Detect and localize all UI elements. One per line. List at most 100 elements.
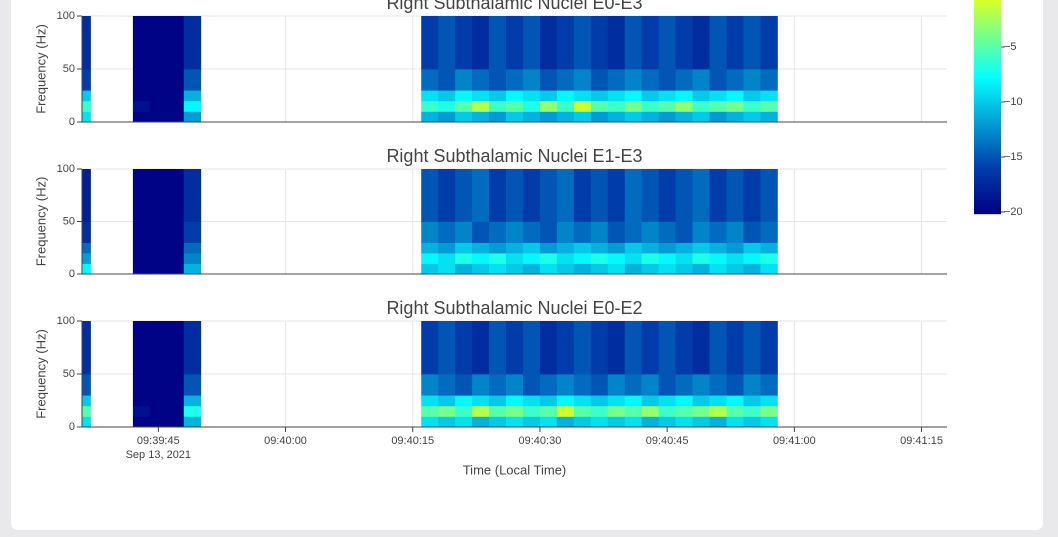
heatmap-cell — [743, 416, 761, 428]
heatmap-cell — [624, 16, 643, 70]
heatmap-cell — [573, 242, 592, 254]
heatmap-cell — [573, 405, 592, 417]
heatmap-cell — [421, 253, 439, 264]
heatmap-cell — [658, 395, 677, 407]
heatmap-cell — [641, 221, 660, 243]
heatmap-cell — [760, 69, 778, 91]
heatmap-cell — [675, 374, 693, 396]
heatmap-cell — [760, 242, 778, 254]
heatmap-cell — [82, 395, 91, 407]
heatmap-cell — [472, 374, 490, 396]
heatmap-cell — [760, 90, 778, 102]
heatmap-cell — [590, 253, 609, 264]
heatmap-cell — [590, 16, 609, 70]
heatmap-cell — [421, 169, 439, 222]
heatmap-cell — [506, 111, 524, 123]
heatmap-cell — [726, 263, 744, 275]
heatmap-cell — [506, 69, 524, 91]
heatmap-cell — [539, 416, 558, 428]
heatmap-cell — [472, 100, 490, 112]
heatmap-cell — [82, 374, 91, 396]
heatmap-cell — [506, 416, 524, 428]
heatmap-cell — [624, 416, 643, 428]
x-tick-label: 09:40:30 — [519, 435, 562, 447]
heatmap-cell — [421, 16, 439, 70]
heatmap-cell — [166, 395, 185, 407]
heatmap-cell — [455, 90, 473, 102]
heatmap-cell — [438, 111, 456, 123]
heatmap-cell — [455, 69, 473, 91]
heatmap-cell — [607, 416, 626, 428]
heatmap-cell — [641, 416, 660, 428]
heatmap-cell — [743, 263, 761, 275]
colorbar-tick-label: −15 — [1004, 151, 1023, 163]
heatmap-cell — [556, 253, 575, 264]
heatmap-cell — [709, 395, 727, 407]
heatmap-cell — [522, 242, 541, 254]
heatmap-cell — [472, 90, 490, 102]
heatmap-cell — [132, 16, 151, 70]
heatmap-cell — [726, 16, 744, 70]
heatmap-cell — [539, 111, 558, 123]
heatmap-cell — [692, 111, 710, 123]
heatmap-cell — [421, 374, 439, 396]
heatmap-cell — [743, 242, 761, 254]
heatmap-cell — [183, 416, 202, 428]
heatmap-cell — [506, 169, 524, 222]
heatmap-cell — [760, 169, 778, 222]
heatmap-cell — [82, 405, 91, 417]
heatmap-cell — [472, 416, 490, 428]
heatmap-cell — [539, 100, 558, 112]
heatmap-cell — [556, 69, 575, 91]
heatmap-cell — [590, 374, 609, 396]
heatmap-cell — [82, 90, 91, 102]
heatmap-cell — [421, 69, 439, 91]
heatmap-cell — [489, 253, 507, 264]
heatmap-cell — [709, 374, 727, 396]
x-tick-label: 09:40:45 — [646, 435, 689, 447]
heatmap-cell — [590, 395, 609, 407]
heatmap-cell — [132, 374, 151, 396]
heatmap-cell — [421, 111, 439, 123]
x-tick-label: 09:40:15 — [391, 435, 434, 447]
heatmap-cell — [658, 263, 677, 275]
heatmap-cell — [607, 90, 626, 102]
heatmap-cell — [149, 253, 168, 264]
heatmap-cell — [760, 16, 778, 70]
heatmap-cell — [522, 321, 541, 375]
heatmap-cell — [539, 263, 558, 275]
heatmap-cell — [82, 169, 91, 222]
heatmap-cell — [149, 100, 168, 112]
heatmap-cell — [132, 416, 151, 428]
heatmap-cell — [726, 374, 744, 396]
heatmap-cell — [183, 16, 202, 70]
heatmap-cell — [760, 321, 778, 375]
heatmap-cell — [760, 111, 778, 123]
heatmap-cell — [760, 253, 778, 264]
heatmap-cell — [489, 16, 507, 70]
chart-title: Right Subthalamic Nuclei E0-E2 — [386, 298, 642, 318]
heatmap-cell — [658, 416, 677, 428]
heatmap-cell — [590, 111, 609, 123]
heatmap-cell — [149, 242, 168, 254]
heatmap-cell — [438, 69, 456, 91]
heatmap-cell — [607, 263, 626, 275]
heatmap-cell — [149, 169, 168, 222]
heatmap-cell — [658, 169, 677, 222]
heatmap-cell — [455, 100, 473, 112]
heatmap-cell — [438, 169, 456, 222]
heatmap-cell — [709, 416, 727, 428]
heatmap-cell — [421, 416, 439, 428]
y-tick-label: 0 — [69, 421, 75, 433]
heatmap-cell — [624, 253, 643, 264]
heatmap-cell — [82, 69, 91, 91]
heatmap-cell — [438, 263, 456, 275]
heatmap-cell — [675, 221, 693, 243]
heatmap-cell — [455, 169, 473, 222]
heatmap-cell — [675, 169, 693, 222]
heatmap-cell — [489, 405, 507, 417]
heatmap-cell — [149, 90, 168, 102]
heatmap-cell — [641, 374, 660, 396]
y-tick-label: 50 — [63, 63, 75, 75]
